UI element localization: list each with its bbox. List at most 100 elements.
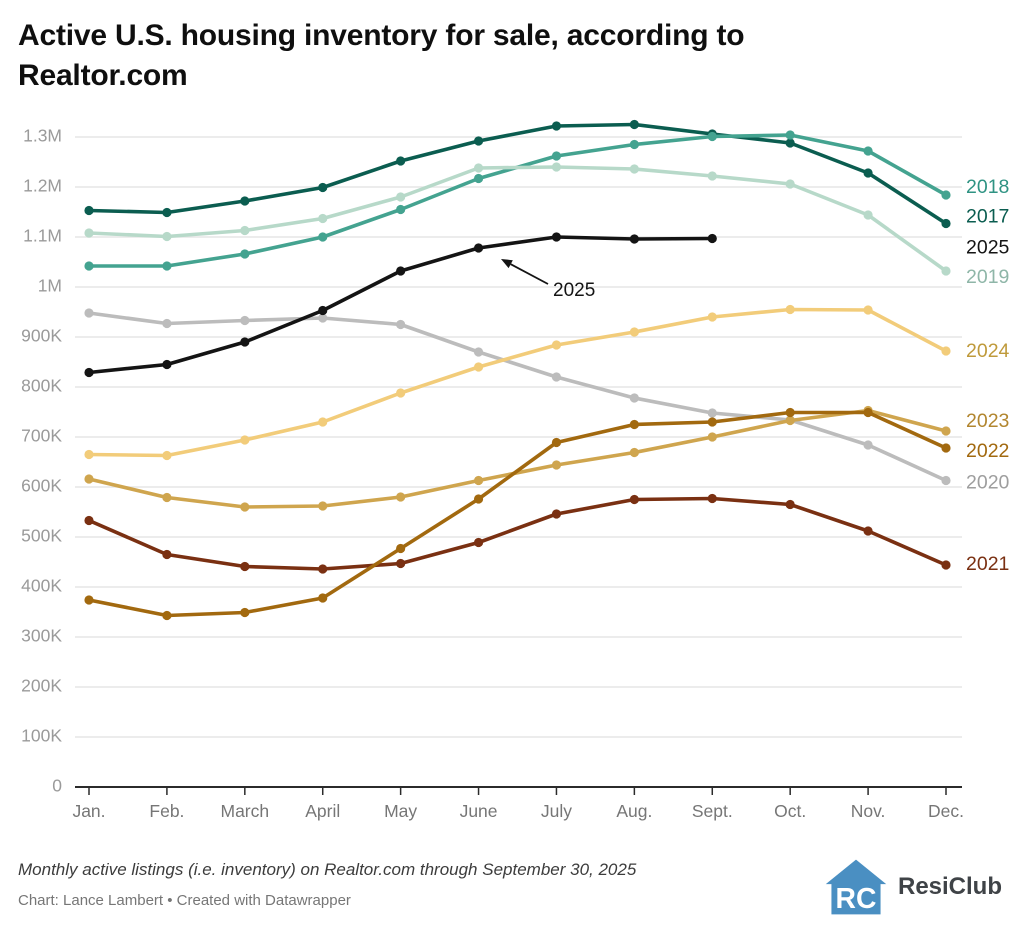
data-point-2018 [707,131,717,142]
x-axis-label: June [460,801,498,821]
x-axis-label: May [384,801,417,821]
y-axis-label: 300K [21,626,62,646]
y-axis-label: 600K [21,476,62,496]
series-line-2021 [87,496,948,571]
data-point-2025 [240,337,250,347]
annotation-arrowhead [501,259,513,269]
x-axis-label: Sept. [692,801,733,821]
data-point-2021 [551,509,562,519]
data-point-2025 [629,234,639,244]
data-point-2019 [162,231,172,242]
data-point-2021 [318,564,328,574]
data-point-2022 [941,443,951,453]
data-point-2020 [473,347,484,357]
resiclub-logo-icon: RC [825,859,887,915]
data-point-2020 [551,372,562,382]
data-point-2024 [162,450,172,461]
data-point-2018 [162,261,172,271]
data-point-2021 [863,526,873,536]
data-point-2019 [84,228,94,238]
resiclub-brand: RC ResiClub [822,858,1002,916]
data-point-2018 [473,173,484,184]
data-point-2017 [240,196,250,206]
series-label-2024: 2024 [966,340,1010,362]
data-point-2017 [318,182,328,193]
data-point-2024 [240,435,250,445]
series-line-2022 [87,410,948,618]
data-point-2017 [941,218,951,229]
footnote: Monthly active listings (i.e. inventory)… [18,860,637,879]
data-point-2022 [551,437,562,448]
data-point-2020 [941,475,951,486]
annotation-arrow-line [510,263,549,285]
series-line-2017 [87,122,948,226]
credit-line: Chart: Lance Lambert • Created with Data… [18,892,351,909]
y-axis-label: 1M [38,276,62,296]
data-point-2017 [551,121,562,131]
data-point-2025 [473,243,484,253]
y-axis-label: 800K [21,376,62,396]
series-label-2019: 2019 [966,266,1009,288]
data-point-2020 [84,308,94,318]
data-point-2022 [240,607,250,618]
data-point-2017 [785,138,795,148]
y-axis-label: 0 [52,776,62,796]
data-point-2020 [162,318,172,329]
data-point-2025 [318,305,328,316]
series-label-2021: 2021 [966,553,1009,575]
data-point-2018 [396,204,406,215]
data-point-2018 [863,146,873,156]
data-point-2022 [863,407,873,418]
data-point-2024 [318,417,328,427]
x-axis-label: April [305,801,340,821]
data-point-2023 [707,432,717,442]
y-axis-label: 500K [21,526,62,546]
data-point-2022 [707,417,717,427]
data-point-2024 [551,340,562,350]
data-point-2022 [785,407,795,418]
data-point-2022 [396,543,406,554]
series-label-2025: 2025 [966,237,1010,259]
data-point-2019 [863,210,873,220]
data-point-2020 [863,440,873,450]
data-point-2025 [551,232,562,242]
data-point-2021 [84,515,94,526]
data-point-2024 [941,346,951,356]
data-point-2019 [551,162,562,172]
data-point-2023 [84,474,94,484]
x-axis-label: Jan. [72,801,105,821]
data-point-2023 [318,501,328,511]
x-axis-label: July [541,801,572,821]
chart-title: Active U.S. housing inventory for sale, … [18,19,745,92]
data-point-2017 [84,205,94,216]
data-point-2019 [473,163,484,173]
y-axis-label: 1.3M [23,126,62,146]
data-point-2019 [396,192,406,202]
y-axis-label: 100K [21,726,62,746]
series-label-2020: 2020 [966,472,1010,494]
data-point-2025 [396,266,406,276]
data-point-2024 [863,305,873,315]
data-point-2024 [396,388,406,398]
data-point-2022 [473,494,484,504]
data-point-2021 [629,494,639,505]
y-axis-label: 700K [21,426,62,446]
x-axis-label: Aug. [616,801,652,821]
y-axis-label: 200K [21,676,62,696]
logo-monogram: RC [836,883,877,915]
series-line-2020 [87,311,948,483]
data-point-2019 [707,171,717,181]
data-point-2024 [785,304,795,315]
y-axis-label: 1.2M [23,176,62,196]
y-axis-label: 900K [21,326,62,346]
data-point-2017 [473,136,484,146]
data-point-2020 [707,408,717,418]
data-point-2020 [396,319,406,330]
data-point-2019 [785,179,795,189]
data-point-2018 [84,261,94,271]
data-point-2024 [707,312,717,322]
series-label-2017: 2017 [966,206,1009,228]
series-line-2023 [87,408,948,509]
series-label-2022: 2022 [966,440,1009,462]
data-point-2021 [707,493,717,504]
